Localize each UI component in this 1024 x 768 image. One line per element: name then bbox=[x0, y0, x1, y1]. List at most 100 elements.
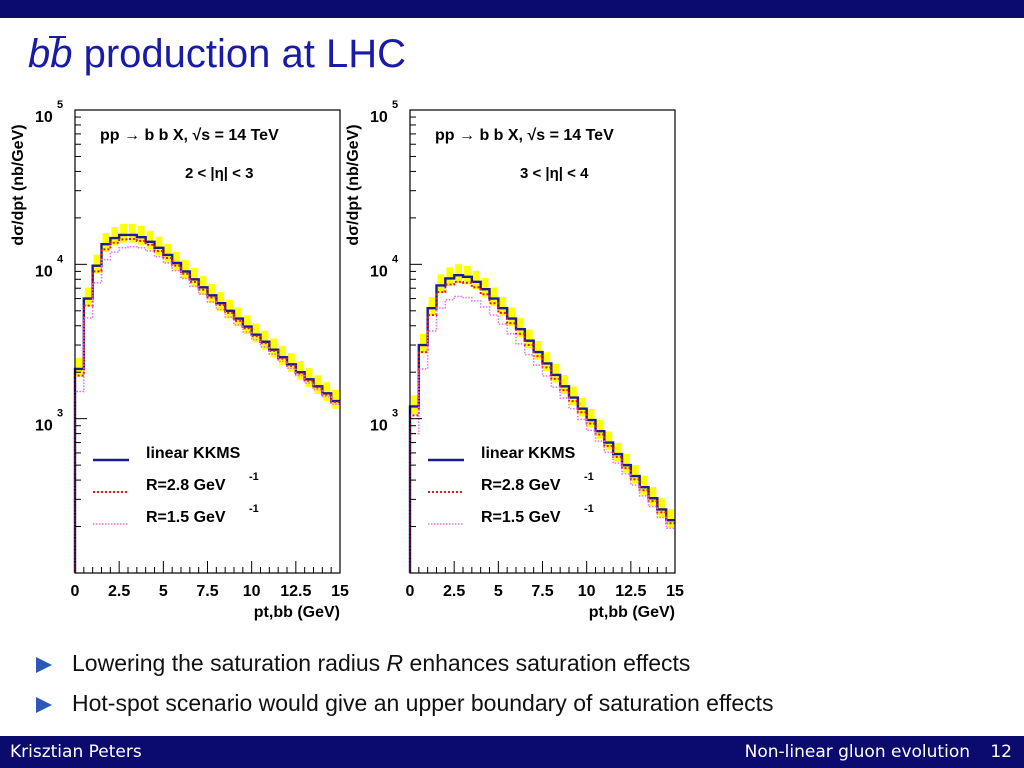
x-tick-label: 7.5 bbox=[196, 583, 218, 600]
uncertainty-band-bin bbox=[296, 361, 304, 380]
uncertainty-band-bin bbox=[411, 395, 418, 415]
legend-label: R=1.5 GeV bbox=[481, 509, 561, 526]
legend-exponent: -1 bbox=[584, 503, 594, 515]
uncertainty-band-bin bbox=[472, 270, 480, 290]
legend-label: R=2.8 GeV bbox=[146, 477, 226, 494]
uncertainty-band-bin bbox=[631, 464, 639, 484]
footer-talk-title: Non-linear gluon evolution bbox=[744, 742, 970, 762]
uncertainty-band-bin bbox=[508, 307, 515, 327]
series-line-1 bbox=[408, 274, 675, 573]
x-tick-label: 10 bbox=[578, 583, 596, 600]
x-tick-label: 2.5 bbox=[443, 583, 465, 600]
uncertainty-band-bin bbox=[111, 226, 119, 246]
y-tick-label: 10 bbox=[35, 418, 53, 435]
x-tick-label: 10 bbox=[243, 583, 261, 600]
bullet-list: Lowering the saturation radius R enhance… bbox=[36, 646, 1016, 726]
x-tick-label: 7.5 bbox=[531, 583, 553, 600]
bullet-triangle-icon bbox=[36, 697, 52, 713]
uncertainty-band-bin bbox=[323, 382, 331, 401]
charts-figure: 0 2.5 5 7.5 10 12.5 15 10 3 10 4 10 5 dσ/dpt (nb/GeV)… bbox=[10, 99, 684, 621]
x-tick-label: 15 bbox=[666, 583, 684, 600]
uncertainty-band-bin bbox=[279, 346, 286, 365]
uncertainty-band-bin bbox=[437, 274, 445, 294]
title-bb: bb bbox=[28, 32, 73, 76]
bullet-triangle-icon bbox=[36, 657, 52, 673]
uncertainty-band-bin bbox=[235, 307, 242, 327]
series-line-2 bbox=[409, 280, 675, 573]
legend-label: linear KKMS bbox=[481, 445, 576, 462]
y-tick-exponent: 4 bbox=[57, 253, 64, 265]
uncertainty-band-bin bbox=[93, 254, 101, 274]
y-tick-label: 10 bbox=[35, 263, 53, 280]
x-tick-label: 0 bbox=[71, 583, 80, 600]
y-tick-exponent: 5 bbox=[57, 99, 63, 111]
uncertainty-band-bin bbox=[182, 260, 189, 279]
x-axis-label: pt,bb (GeV) bbox=[254, 604, 340, 621]
title-rest: production at LHC bbox=[72, 32, 407, 76]
uncertainty-band-bin bbox=[84, 287, 92, 307]
uncertainty-band-bin bbox=[226, 299, 233, 319]
y-tick-label: 10 bbox=[370, 263, 388, 280]
uncertainty-band-bin bbox=[137, 226, 145, 245]
y-axis-label: dσ/dpt (nb/GeV) bbox=[345, 124, 362, 245]
chart-panel-2: 0 2.5 5 7.5 10 12.5 15 10 3 10 4 10 5 dσ/dpt (nb/GeV)… bbox=[345, 99, 684, 621]
uncertainty-band-bin bbox=[332, 389, 339, 409]
bullet-1-em: R bbox=[386, 650, 404, 676]
uncertainty-band-bin bbox=[481, 278, 489, 297]
uncertainty-band-bin bbox=[552, 363, 560, 383]
legend-exponent: -1 bbox=[249, 471, 259, 483]
uncertainty-band-bin bbox=[578, 397, 586, 417]
uncertainty-band-bin bbox=[490, 287, 498, 307]
uncertainty-band-bin bbox=[314, 375, 322, 394]
uncertainty-band-bin bbox=[243, 315, 251, 335]
x-tick-label: 5 bbox=[494, 583, 503, 600]
x-tick-label: 12.5 bbox=[615, 583, 646, 600]
uncertainty-band-bin bbox=[649, 487, 657, 506]
uncertainty-band-bin bbox=[146, 230, 154, 250]
eta-range-annotation: 3 < |η| < 4 bbox=[520, 165, 589, 182]
uncertainty-band-bin bbox=[543, 352, 551, 372]
uncertainty-band-bin bbox=[173, 251, 180, 271]
uncertainty-band-bin bbox=[605, 431, 613, 451]
bullet-2-text: Hot-spot scenario would give an upper bo… bbox=[72, 690, 774, 716]
uncertainty-band-bin bbox=[252, 323, 260, 343]
uncertainty-band-bin bbox=[76, 357, 83, 377]
bullet-1-text: Lowering the saturation radius bbox=[72, 650, 387, 676]
y-tick-label: 10 bbox=[370, 109, 388, 126]
legend-exponent: -1 bbox=[249, 503, 259, 515]
uncertainty-band-bin bbox=[596, 420, 604, 439]
x-tick-label: 0 bbox=[406, 583, 415, 600]
uncertainty-band-bin bbox=[640, 476, 648, 495]
uncertainty-band-bin bbox=[570, 386, 577, 406]
top-bar bbox=[0, 0, 1024, 18]
bullet-item-1: Lowering the saturation radius R enhance… bbox=[36, 646, 1016, 686]
uncertainty-band-bin bbox=[587, 408, 595, 428]
legend-label: R=2.8 GeV bbox=[481, 477, 561, 494]
uncertainty-band-bin bbox=[270, 338, 278, 358]
slide-title: bb production at LHC bbox=[28, 32, 406, 84]
uncertainty-band-bin bbox=[623, 454, 630, 473]
uncertainty-band-bin bbox=[190, 268, 198, 287]
legend-label: linear KKMS bbox=[146, 445, 241, 462]
bullet-1-post: enhances saturation effects bbox=[403, 650, 691, 676]
uncertainty-band-bin bbox=[217, 292, 225, 311]
uncertainty-band-bin bbox=[261, 330, 269, 350]
uncertainty-band-bin bbox=[517, 318, 524, 337]
uncertainty-band-bin bbox=[499, 297, 507, 316]
uncertainty-band-bin bbox=[455, 264, 462, 283]
y-tick-exponent: 3 bbox=[57, 408, 63, 420]
footer-bar: Krisztian Peters Non-linear gluon evolut… bbox=[0, 736, 1024, 768]
uncertainty-band-bin bbox=[534, 340, 542, 360]
eta-range-annotation: 2 < |η| < 3 bbox=[185, 165, 253, 182]
uncertainty-band-bin bbox=[288, 353, 295, 372]
x-tick-label: 5 bbox=[159, 583, 168, 600]
process-annotation: pp → b b X, √s = 14 TeV bbox=[435, 127, 614, 144]
legend-exponent: -1 bbox=[584, 471, 594, 483]
uncertainty-band-bin bbox=[164, 243, 172, 263]
bullet-item-2: Hot-spot scenario would give an upper bo… bbox=[36, 686, 1016, 726]
uncertainty-band-bin bbox=[446, 267, 454, 287]
uncertainty-band-bin bbox=[305, 368, 313, 387]
y-tick-exponent: 3 bbox=[392, 408, 398, 420]
uncertainty-band-bin bbox=[199, 276, 207, 295]
y-tick-label: 10 bbox=[35, 109, 53, 126]
